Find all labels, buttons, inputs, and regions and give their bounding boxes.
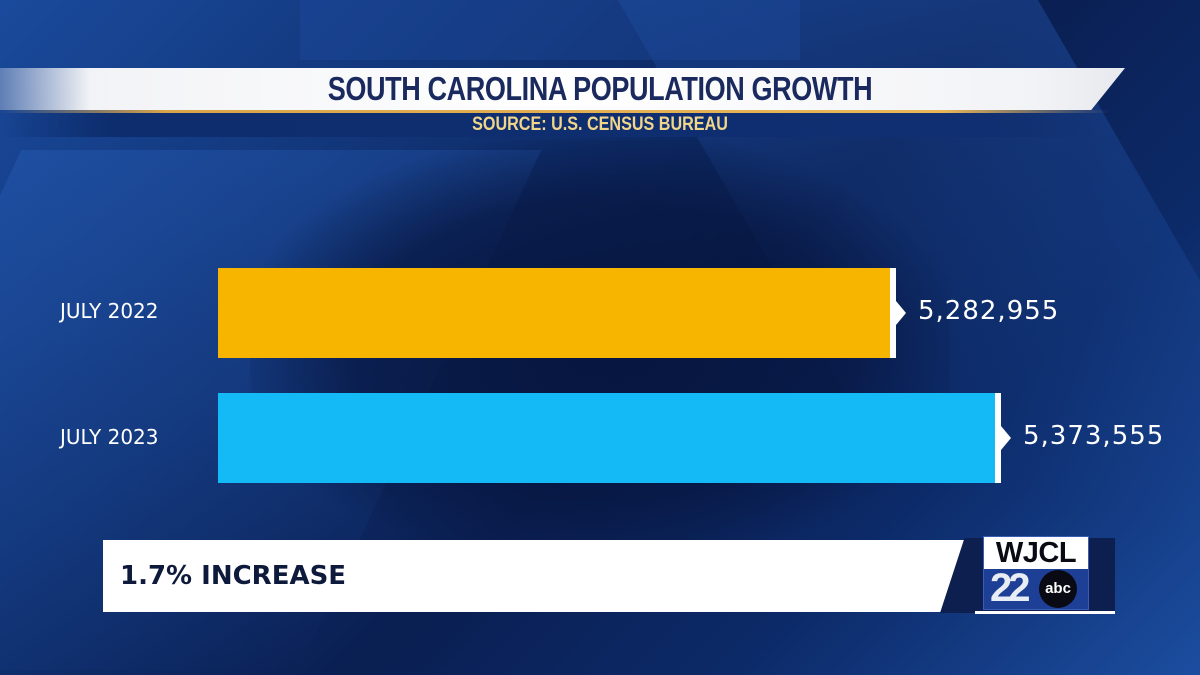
bar-label-2022: JULY 2022 — [60, 299, 159, 323]
bar-2023 — [218, 393, 1001, 483]
background-facet — [300, 0, 800, 60]
station-call-letters: WJCL — [984, 537, 1088, 569]
bar-2022 — [218, 268, 896, 358]
abc-network-icon: abc — [1039, 570, 1077, 608]
bar-value-2022: 5,282,955 — [918, 296, 1060, 326]
bar-label-2023: JULY 2023 — [60, 425, 159, 449]
pointer-arrow-icon — [896, 301, 906, 325]
bar-value-2023: 5,373,555 — [1023, 421, 1165, 451]
title-banner — [0, 68, 1125, 110]
bar-end-cap — [890, 268, 896, 358]
pointer-arrow-icon — [1001, 426, 1011, 450]
subtitle-bar — [0, 113, 1100, 137]
title-divider — [0, 110, 1110, 113]
chart-title: SOUTH CAROLINA POPULATION GROWTH — [327, 70, 873, 107]
channel-number: 22 — [990, 566, 1030, 610]
increase-annotation: 1.7% INCREASE — [120, 561, 347, 591]
chart-source: SOURCE: U.S. CENSUS BUREAU — [472, 114, 728, 135]
station-logo: WJCL 22 abc — [983, 536, 1089, 610]
footer-banner — [103, 540, 983, 612]
logo-underline — [975, 611, 1115, 614]
bar-end-cap — [995, 393, 1001, 483]
